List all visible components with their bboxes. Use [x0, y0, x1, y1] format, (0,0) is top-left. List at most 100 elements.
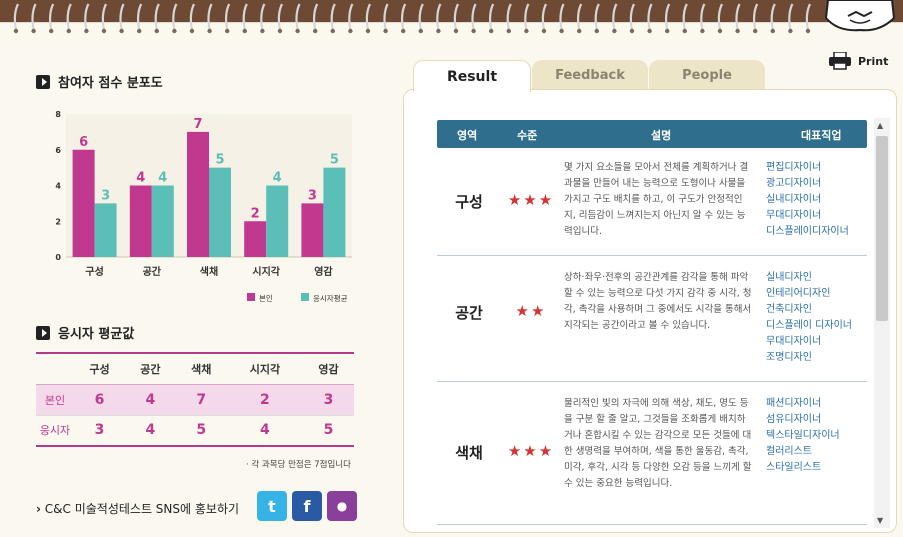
ring-icon	[31, 3, 37, 31]
job-link[interactable]: 무대디자이너	[766, 336, 822, 347]
ring-hole	[119, 28, 124, 34]
ring-icon	[647, 3, 653, 31]
ring-hole	[313, 28, 318, 34]
ring-icon	[136, 3, 143, 31]
job-link[interactable]: 섬유디자이너	[766, 414, 822, 425]
ring-hole	[348, 28, 353, 34]
job-link[interactable]: 디스플레이디자이너	[766, 226, 849, 237]
bar-self	[129, 185, 152, 257]
ring-icon	[770, 3, 776, 31]
row-label: 본인	[44, 393, 66, 407]
kakao-button[interactable]: ●	[327, 491, 357, 521]
sns-share-text: › C&C 미술적성테스트 SNS에 홍보하기	[36, 500, 239, 517]
sns-share-label: C&C 미술적성테스트 SNS에 홍보하기	[44, 502, 240, 516]
col-header: 공간	[140, 362, 161, 376]
tab-feedback[interactable]: Feedback	[532, 60, 648, 90]
legend-swatch	[301, 293, 309, 301]
ring-hole	[277, 28, 283, 34]
twitter-button[interactable]: t	[257, 491, 287, 521]
area-description: 상하·좌우·전후의 공간관계를 감각을 통해 파악할 수 있는 능력으로 다섯 …	[564, 272, 752, 331]
bar-self	[301, 203, 324, 257]
legend-label: 본인	[259, 293, 273, 303]
ring-icon	[48, 3, 55, 31]
ring-icon	[576, 3, 583, 31]
distribution-title: 참여자 점수 분포도	[36, 72, 163, 91]
scroll-up-icon[interactable]: ▲	[877, 121, 884, 130]
header-description: 설명	[651, 129, 672, 142]
job-list: 편집디자이너 광고디자이너 실내디자이너 무대디자이너 디스플레이디자이너	[766, 160, 866, 240]
job-link[interactable]: 패션디자이너	[766, 398, 822, 409]
x-tick-label: 시지각	[252, 265, 280, 278]
job-link[interactable]: 스타일리스트	[766, 462, 822, 473]
bar-average	[151, 185, 174, 257]
ring-hole	[225, 28, 230, 34]
ring-icon	[735, 3, 741, 31]
print-button[interactable]: Print	[828, 52, 888, 70]
ring-icon	[788, 3, 794, 31]
data-label: 3	[101, 188, 110, 203]
job-link[interactable]: 컬러리스트	[766, 446, 812, 457]
ring-icon	[453, 3, 459, 31]
job-link[interactable]: 편집디자이너	[766, 162, 822, 173]
ring-hole	[401, 28, 406, 34]
ring-hole	[506, 28, 511, 34]
ring-hole	[735, 28, 740, 34]
ring-icon	[664, 3, 671, 31]
job-link[interactable]: 인테리어디자인	[766, 288, 831, 299]
ring-icon	[66, 3, 72, 31]
ring-icon	[189, 3, 195, 31]
job-link[interactable]: 실내디자인	[766, 272, 812, 283]
ring-hole	[295, 28, 300, 34]
result-table-header: 영역 수준 설명 대표직업	[437, 120, 867, 148]
tab-result[interactable]: Result	[413, 60, 531, 92]
star-rating: ★★★	[507, 442, 555, 460]
job-link[interactable]: 건축디자인	[766, 304, 812, 315]
tab-people[interactable]: People	[649, 60, 765, 90]
job-link[interactable]: 실내디자이너	[766, 194, 822, 205]
y-tick-label: 0	[55, 253, 61, 262]
job-link[interactable]: 텍스타일디자이너	[766, 430, 840, 441]
star-rating: ★★	[515, 302, 547, 320]
scroll-thumb[interactable]	[876, 136, 888, 321]
ring-hole	[207, 28, 212, 34]
ring-hole	[612, 28, 617, 34]
data-label: 5	[215, 153, 224, 168]
max-score-note: · 각 과목당 만점은 7점입니다	[246, 460, 351, 470]
result-row-color: 색채 ★★★ 물리적인 빛의 자극에 의해 색상, 채도, 명도 등을 구분 할…	[437, 382, 867, 525]
star-rating: ★★★	[507, 191, 555, 209]
ring-hole	[189, 28, 195, 34]
ring-hole	[629, 28, 635, 34]
ring-hole	[66, 28, 72, 34]
data-label: 7	[193, 117, 202, 132]
job-link[interactable]: 조명디자인	[766, 352, 812, 363]
ring-hole	[647, 28, 652, 34]
y-tick-label: 6	[55, 146, 61, 155]
job-link[interactable]: 광고디자이너	[766, 178, 822, 189]
ring-icon	[436, 3, 442, 31]
y-tick-label: 8	[55, 110, 61, 119]
ring-icon	[400, 3, 407, 31]
ring-hole	[700, 28, 705, 34]
legend-swatch	[247, 293, 255, 301]
scroll-down-icon[interactable]: ▼	[877, 516, 884, 525]
ring-hole	[770, 28, 775, 34]
result-scrollbar[interactable]: ▲ ▼	[874, 118, 890, 528]
job-link[interactable]: 디스플레이 디자이너	[766, 320, 852, 331]
bar-average	[209, 167, 231, 257]
score-cell: 5	[196, 422, 207, 439]
area-label: 색채	[455, 444, 483, 462]
average-table: 구성 공간 색채 시지각 영감 본인 6 4 7 2 3 응시자 3 4 5 4…	[36, 352, 354, 447]
result-panel: 영역 수준 설명 대표직업 구성 ★★★ 몇 가지 요소들을 모아서 전체를 계…	[403, 89, 897, 533]
ring-icon	[506, 3, 512, 31]
ring-icon	[330, 3, 336, 31]
printer-icon	[829, 52, 851, 70]
ring-hole	[154, 28, 159, 34]
table-row-test-takers: 응시자 3 4 5 4 5	[36, 415, 354, 446]
average-title-text: 응시자 평균값	[58, 327, 135, 342]
job-link[interactable]: 무대디자이너	[766, 210, 822, 221]
score-cell: 4	[260, 422, 270, 439]
facebook-button[interactable]: f	[292, 491, 322, 521]
ring-icon	[629, 3, 635, 31]
ring-icon	[172, 3, 178, 31]
ring-hole	[577, 28, 582, 34]
